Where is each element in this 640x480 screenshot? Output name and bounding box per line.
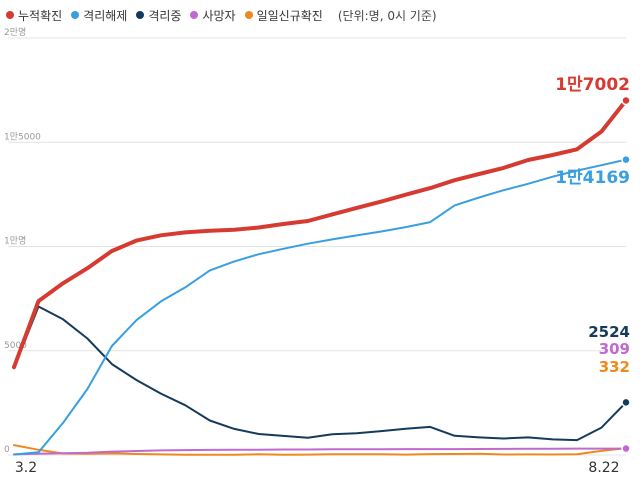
x-tick-label: 8.22	[588, 460, 619, 476]
unit-note: (단위:명, 0시 기준)	[337, 8, 437, 23]
x-tick-label: 3.2	[15, 460, 37, 476]
series-line	[13, 305, 627, 442]
legend-dot	[6, 11, 14, 19]
legend-item: 격리해제	[71, 7, 127, 24]
y-tick-label: 0	[4, 445, 10, 455]
end-point	[621, 443, 631, 454]
legend-item: 일일신규확진	[244, 7, 323, 24]
end-value-label: 1만7002	[555, 75, 630, 95]
legend-label: 일일신규확진	[256, 8, 323, 23]
series-line	[12, 98, 628, 370]
legend-label: 격리해제	[83, 8, 128, 23]
series-line	[13, 444, 627, 456]
legend-label: 격리중	[148, 8, 182, 23]
y-tick-label: 1만명	[4, 236, 26, 247]
end-value-label: 332	[599, 358, 630, 376]
legend-item: 사망자	[190, 7, 236, 24]
legend-label: 사망자	[202, 8, 236, 23]
legend: 누적확진 격리해제 격리중 사망자 일일신규확진 (단위:명, 0시 기준)	[6, 2, 437, 28]
legend-item: 격리중	[136, 7, 181, 24]
end-point	[621, 397, 631, 408]
end-value-label: 309	[599, 340, 630, 358]
y-tick-label: 5000	[4, 341, 27, 351]
legend-dot	[136, 11, 145, 19]
legend-item: 누적확진	[6, 7, 62, 24]
legend-dot	[71, 11, 80, 19]
series-line	[13, 158, 627, 456]
y-tick-label: 1만5000	[4, 131, 41, 142]
end-point	[621, 95, 631, 106]
end-value-label: 1만4169	[555, 168, 630, 188]
legend-dot	[190, 11, 199, 19]
y-tick-label: 2만명	[4, 27, 26, 38]
series-line	[13, 447, 627, 456]
legend-dot	[244, 11, 253, 19]
legend-label: 누적확진	[18, 8, 63, 23]
end-point	[621, 154, 631, 165]
end-value-label: 2524	[588, 323, 630, 341]
